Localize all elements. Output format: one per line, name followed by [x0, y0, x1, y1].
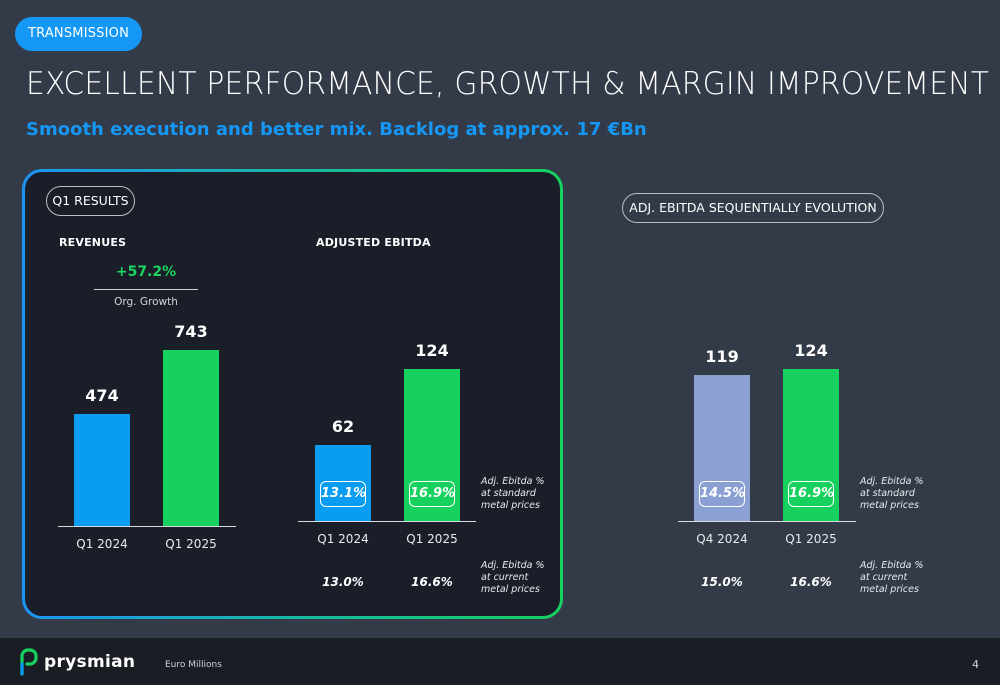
- revenues-value-q1-2024: 474: [85, 385, 119, 405]
- revenues-bar-q1-2024: [74, 413, 130, 526]
- q1-results-panel: [22, 169, 563, 619]
- seq-bar-q1-2025: [783, 369, 839, 521]
- revenues-baseline: [58, 526, 236, 527]
- sequential-evolution-pill: ADJ. EBITDA SEQUENTIALLY EVOLUTION: [622, 193, 884, 223]
- ebitda-margin-cur-q1-2024: 13.0%: [322, 575, 364, 589]
- revenues-tick-q1-2025: Q1 2025: [165, 537, 217, 551]
- ebitda-margin-std-q1-2024: 13.1%: [320, 481, 366, 507]
- ebitda-margin-std-q1-2025: 16.9%: [409, 481, 455, 507]
- q1-results-panel-inner: [25, 172, 560, 616]
- seq-tick-q1-2025: Q1 2025: [785, 532, 837, 546]
- ebitda-value-q1-2024: 62: [331, 417, 355, 436]
- seq-baseline: [678, 521, 856, 522]
- footer-bar: [0, 638, 1000, 685]
- page-subtitle: Smooth execution and better mix. Backlog…: [26, 119, 647, 140]
- seq-value-q1-2025: 124: [794, 341, 828, 360]
- ebitda-value-q1-2025: 124: [415, 341, 449, 360]
- ebitda-bar-q1-2025: [404, 369, 460, 521]
- growth-value: +57.2%: [115, 264, 177, 280]
- seq-note-standard: Adj. Ebitda % at standard metal prices: [860, 476, 924, 511]
- seq-margin-std-q4-2024: 14.5%: [699, 481, 745, 507]
- growth-divider: [94, 289, 198, 290]
- ebitda-note-current: Adj. Ebitda % at current metal prices: [481, 560, 545, 595]
- growth-caption: Org. Growth: [114, 296, 178, 308]
- prysmian-logo-text: prysmian: [44, 652, 136, 672]
- seq-margin-cur-q1-2025: 16.6%: [790, 575, 832, 589]
- adjusted-ebitda-label: ADJUSTED EBITDA: [316, 236, 431, 249]
- ebitda-note-standard: Adj. Ebitda % at standard metal prices: [481, 476, 545, 511]
- seq-bar-q4-2024: [694, 375, 750, 521]
- prysmian-logo-icon: [20, 648, 38, 676]
- revenues-tick-q1-2024: Q1 2024: [76, 537, 128, 551]
- seq-note-current: Adj. Ebitda % at current metal prices: [860, 560, 924, 595]
- units-note: Euro Millions: [165, 660, 222, 670]
- q1-results-pill: Q1 RESULTS: [46, 186, 135, 216]
- revenues-value-q1-2025: 743: [174, 322, 208, 341]
- revenues-bar-q1-2025: [163, 350, 219, 526]
- ebitda-tick-q1-2024: Q1 2024: [317, 532, 369, 546]
- page-number: 4: [972, 658, 979, 671]
- seq-margin-cur-q4-2024: 15.0%: [701, 575, 743, 589]
- seq-tick-q4-2024: Q4 2024: [696, 532, 748, 546]
- page-title: EXCELLENT PERFORMANCE, GROWTH & MARGIN I…: [26, 66, 990, 102]
- ebitda-margin-cur-q1-2025: 16.6%: [411, 575, 453, 589]
- ebitda-baseline: [298, 521, 476, 522]
- ebitda-tick-q1-2025: Q1 2025: [406, 532, 458, 546]
- revenues-label: REVENUES: [59, 236, 127, 249]
- seq-margin-std-q1-2025: 16.9%: [788, 481, 834, 507]
- section-tag: TRANSMISSION: [15, 17, 142, 51]
- seq-value-q4-2024: 119: [705, 347, 739, 367]
